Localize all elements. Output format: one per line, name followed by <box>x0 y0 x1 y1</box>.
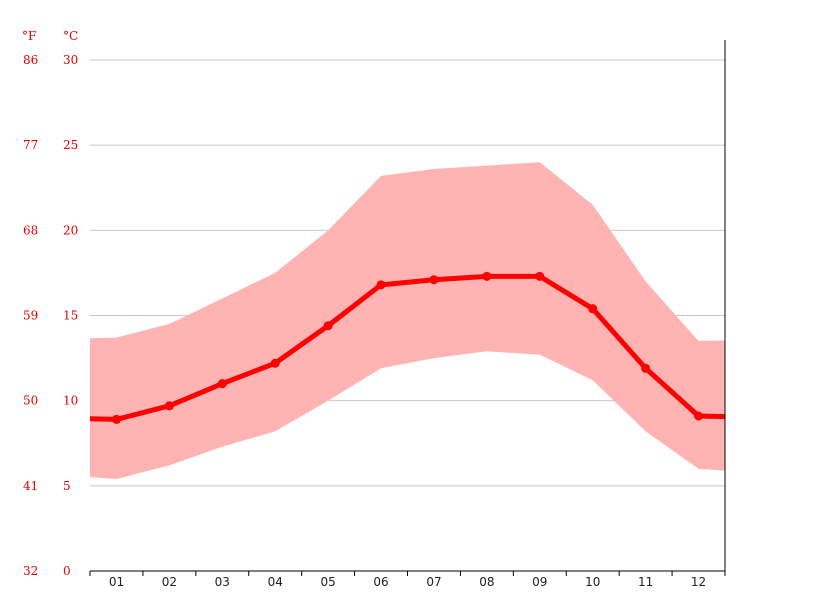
celsius-tick-label: 20 <box>63 223 78 237</box>
mean-temperature-points <box>111 271 704 424</box>
mean-point <box>641 363 651 373</box>
y-axis-tick-labels: 30 86 25 77 20 68 15 59 10 50 5 41 0 32 <box>23 53 78 578</box>
celsius-tick-label: 25 <box>63 138 78 152</box>
temperature-range-band <box>90 162 725 480</box>
fahrenheit-tick-label: 86 <box>23 53 38 67</box>
month-tick-label: 10 <box>585 575 600 589</box>
celsius-tick-label: 0 <box>63 564 71 578</box>
month-tick-label: 03 <box>215 575 230 589</box>
month-tick-label: 06 <box>373 575 388 589</box>
celsius-tick-label: 5 <box>63 479 71 493</box>
x-axis-tick-labels: 01 02 03 04 05 06 07 08 09 10 11 12 <box>109 575 706 589</box>
fahrenheit-unit-label: °F <box>22 29 36 43</box>
fahrenheit-tick-label: 77 <box>23 138 38 152</box>
fahrenheit-tick-label: 41 <box>23 479 38 493</box>
axes <box>89 40 726 576</box>
month-tick-label: 08 <box>479 575 494 589</box>
fahrenheit-tick-label: 50 <box>23 394 38 408</box>
fahrenheit-tick-label: 32 <box>23 564 38 578</box>
mean-point <box>111 414 121 424</box>
month-tick-label: 05 <box>320 575 335 589</box>
mean-point <box>588 304 598 314</box>
month-tick-label: 12 <box>691 575 706 589</box>
month-tick-label: 09 <box>532 575 547 589</box>
mean-point <box>482 271 492 281</box>
month-tick-label: 02 <box>162 575 177 589</box>
celsius-unit-label: °C <box>63 29 78 43</box>
month-tick-label: 04 <box>268 575 283 589</box>
month-tick-label: 07 <box>426 575 441 589</box>
mean-point <box>323 321 333 331</box>
fahrenheit-tick-label: 68 <box>23 223 38 237</box>
celsius-tick-label: 30 <box>63 53 78 67</box>
mean-point <box>535 271 545 281</box>
mean-point <box>217 379 227 389</box>
mean-point <box>376 280 386 290</box>
month-tick-label: 01 <box>109 575 124 589</box>
mean-point <box>270 358 280 368</box>
celsius-tick-label: 10 <box>63 394 78 408</box>
mean-point <box>429 275 439 285</box>
celsius-tick-label: 15 <box>63 309 78 323</box>
month-tick-label: 11 <box>638 575 653 589</box>
mean-point <box>694 411 704 421</box>
mean-point <box>164 401 174 411</box>
mean-temperature-line <box>89 273 726 422</box>
fahrenheit-tick-label: 59 <box>23 309 38 323</box>
